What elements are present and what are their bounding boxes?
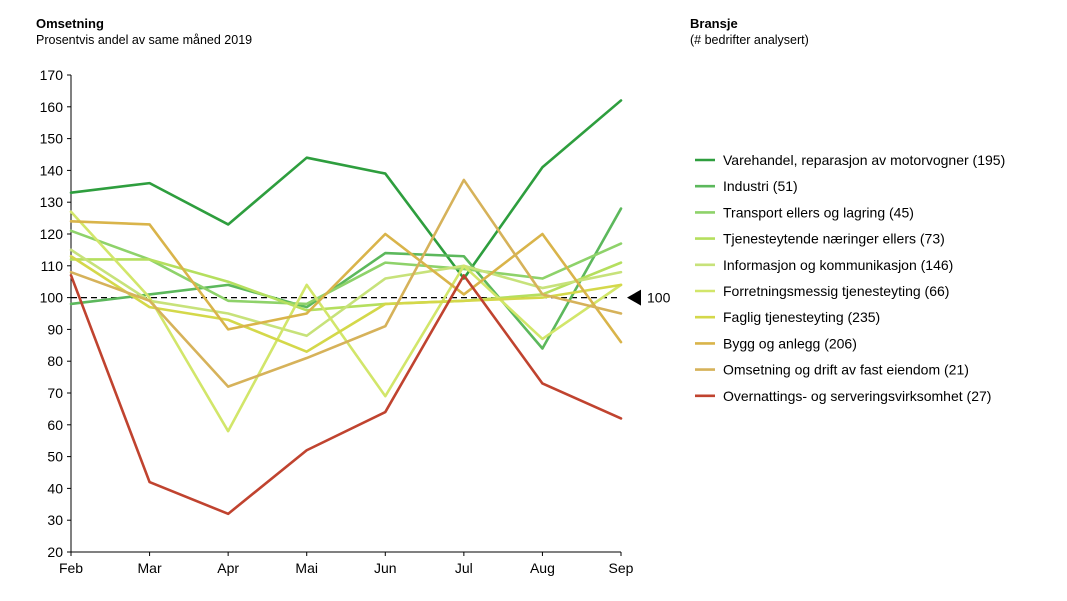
- y-tick-label: 70: [47, 385, 63, 401]
- y-tick-label: 60: [47, 417, 63, 433]
- x-tick-label: Aug: [530, 560, 555, 576]
- y-tick-label: 40: [47, 480, 63, 496]
- legend-label: Overnattings- og serveringsvirksomhet (2…: [723, 388, 991, 404]
- legend-label: Transport ellers og lagring (45): [723, 204, 914, 220]
- series-line-2: [69, 207, 623, 350]
- x-tick-label: Mai: [295, 560, 318, 576]
- y-tick-label: 100: [40, 290, 64, 306]
- y-tick-label: 170: [40, 67, 64, 83]
- legend-label: Informasjon og kommunikasjon (146): [723, 257, 953, 273]
- series-line-5: [69, 248, 623, 338]
- y-tick-label: 120: [40, 226, 64, 242]
- legend-label: Industri (51): [723, 178, 798, 194]
- y-tick-label: 50: [47, 449, 63, 465]
- x-tick-label: Jun: [374, 560, 397, 576]
- y-tick-label: 110: [41, 258, 64, 274]
- x-tick-label: Apr: [217, 560, 239, 576]
- y-tick-label: 20: [47, 544, 63, 560]
- legend-header: Bransje (# bedrifter analysert): [690, 16, 809, 48]
- x-tick-label: Mar: [138, 560, 162, 576]
- legend-subtitle: (# bedrifter analysert): [690, 33, 809, 47]
- legend-label: Faglig tjenesteyting (235): [723, 309, 880, 325]
- legend-label: Omsetning og drift av fast eiendom (21): [723, 362, 969, 378]
- legend-title: Bransje: [690, 16, 738, 31]
- series-line-9: [69, 178, 623, 388]
- series-line-10: [69, 274, 623, 516]
- x-tick-label: Sep: [609, 560, 634, 576]
- reference-arrow-icon: [627, 289, 641, 306]
- y-tick-label: 90: [47, 321, 63, 337]
- legend-label: Varehandel, reparasjon av motorvogner (1…: [723, 152, 1005, 168]
- y-tick-label: 140: [40, 162, 64, 178]
- y-tick-label: 80: [47, 353, 63, 369]
- y-tick-label: 30: [47, 512, 63, 528]
- chart-header: Omsetning Prosentvis andel av same måned…: [36, 16, 252, 48]
- series-line-6: [69, 210, 623, 433]
- x-tick-label: Feb: [59, 560, 83, 576]
- legend-label: Tjenesteytende næringer ellers (73): [723, 231, 945, 247]
- chart-title: Omsetning: [36, 16, 104, 31]
- series-line-1: [69, 99, 623, 280]
- chart-subtitle: Prosentvis andel av same måned 2019: [36, 33, 253, 47]
- legend-label: Forretningsmessig tjenesteyting (66): [723, 283, 949, 299]
- x-tick-label: Jul: [455, 560, 473, 576]
- y-tick-label: 150: [40, 131, 64, 147]
- y-tick-label: 160: [40, 99, 64, 115]
- legend-label: Bygg og anlegg (206): [723, 335, 857, 351]
- y-tick-label: 130: [40, 194, 64, 210]
- series-line-7: [69, 254, 623, 353]
- reference-label: 100: [647, 290, 671, 306]
- series-line-8: [69, 219, 623, 344]
